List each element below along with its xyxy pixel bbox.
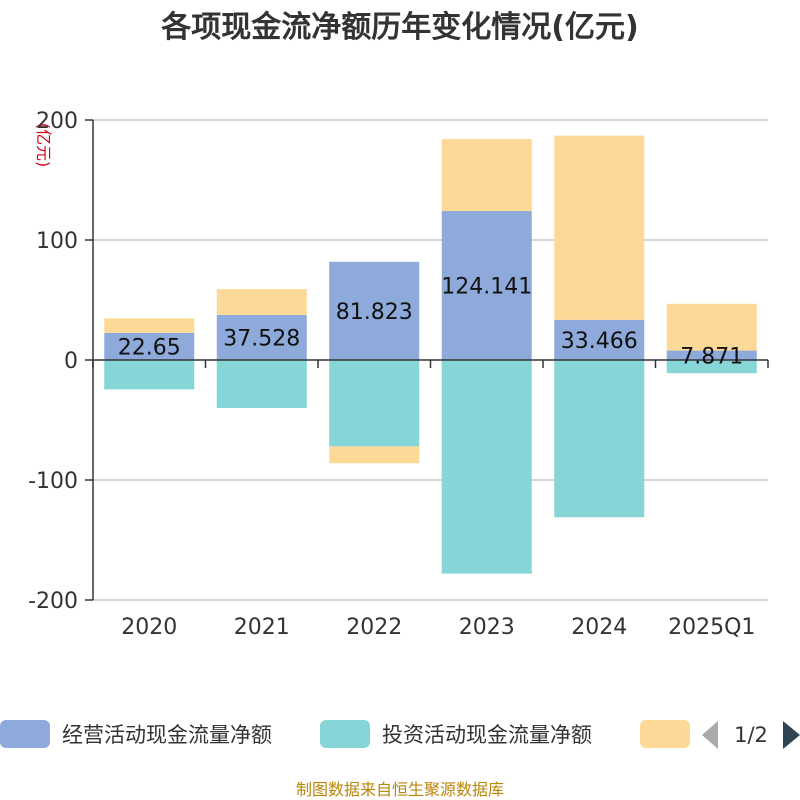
y-axis-unit: (亿元) [34,123,53,168]
y-tick-label: 200 [36,109,78,134]
x-tick-label: 2022 [346,615,402,640]
legend-swatch-series-1[interactable] [0,720,50,748]
bar-2022-series-1[interactable] [329,261,420,360]
x-tick-label: 2024 [571,615,627,640]
bar-2021-series-2[interactable] [216,360,307,408]
bar-2025Q1-series-1[interactable] [666,350,757,360]
legend-prev-page-icon[interactable] [702,721,718,749]
x-tick-label: 2023 [459,615,515,640]
data-label-2024: 33.466 [561,329,638,354]
legend-label-series-2[interactable]: 投资活动现金流量净额 [382,723,592,747]
y-tick-label: -100 [28,469,78,494]
y-tick-label: -200 [28,589,78,614]
bar-2024-series-2[interactable] [554,360,645,518]
legend-label-series-1[interactable]: 经营活动现金流量净额 [62,723,272,747]
bar-2023-series-2[interactable] [441,360,532,574]
y-tick-label: 0 [64,349,78,374]
legend: 经营活动现金流量净额 投资活动现金流量净额 1/2 [0,720,800,749]
x-tick-label: 2020 [121,615,177,640]
data-labels: 22.65 37.528 81.823 124.141 33.466 7.871 [118,275,743,370]
bar-2020-series-1[interactable] [104,332,195,360]
x-tick-label: 2021 [234,615,290,640]
bar-2025Q1-series-3[interactable] [666,303,757,351]
bar-2025Q1-series-2[interactable] [666,360,757,374]
bar-2023-series-3[interactable] [441,139,532,212]
bar-2024-series-3[interactable] [554,135,645,320]
data-label-2021: 37.528 [223,326,300,351]
legend-swatch-series-2[interactable] [320,720,370,748]
bar-2020-series-3[interactable] [104,318,195,333]
bar-2022-series-2[interactable] [329,360,420,447]
grid-lines [93,119,768,601]
chart-title: 各项现金流净额历年变化情况(亿元) [160,10,638,45]
data-label-2025Q1: 7.871 [680,344,743,369]
data-label-2022: 81.823 [336,300,413,325]
bar-2022-series-3[interactable] [329,446,420,464]
bars [104,135,757,574]
legend-page-indicator: 1/2 [734,723,768,747]
axes: 200 100 0 -100 -200 2020 2021 2022 2023 2024 2025Q… [28,109,769,640]
legend-swatch-series-3[interactable] [640,720,690,748]
y-tick-label: 100 [36,229,78,254]
bar-2023-series-1[interactable] [441,211,532,360]
data-label-2023: 124.141 [441,275,532,300]
source-note: 制图数据来自恒生聚源数据库 [296,780,504,799]
bar-2020-series-2[interactable] [104,360,195,390]
bar-2021-series-1[interactable] [216,314,307,360]
bar-2021-series-3[interactable] [216,289,307,315]
data-label-2020: 22.65 [118,335,181,360]
x-tick-label: 2025Q1 [668,615,755,640]
bar-2024-series-1[interactable] [554,319,645,360]
legend-next-page-icon[interactable] [783,721,800,749]
